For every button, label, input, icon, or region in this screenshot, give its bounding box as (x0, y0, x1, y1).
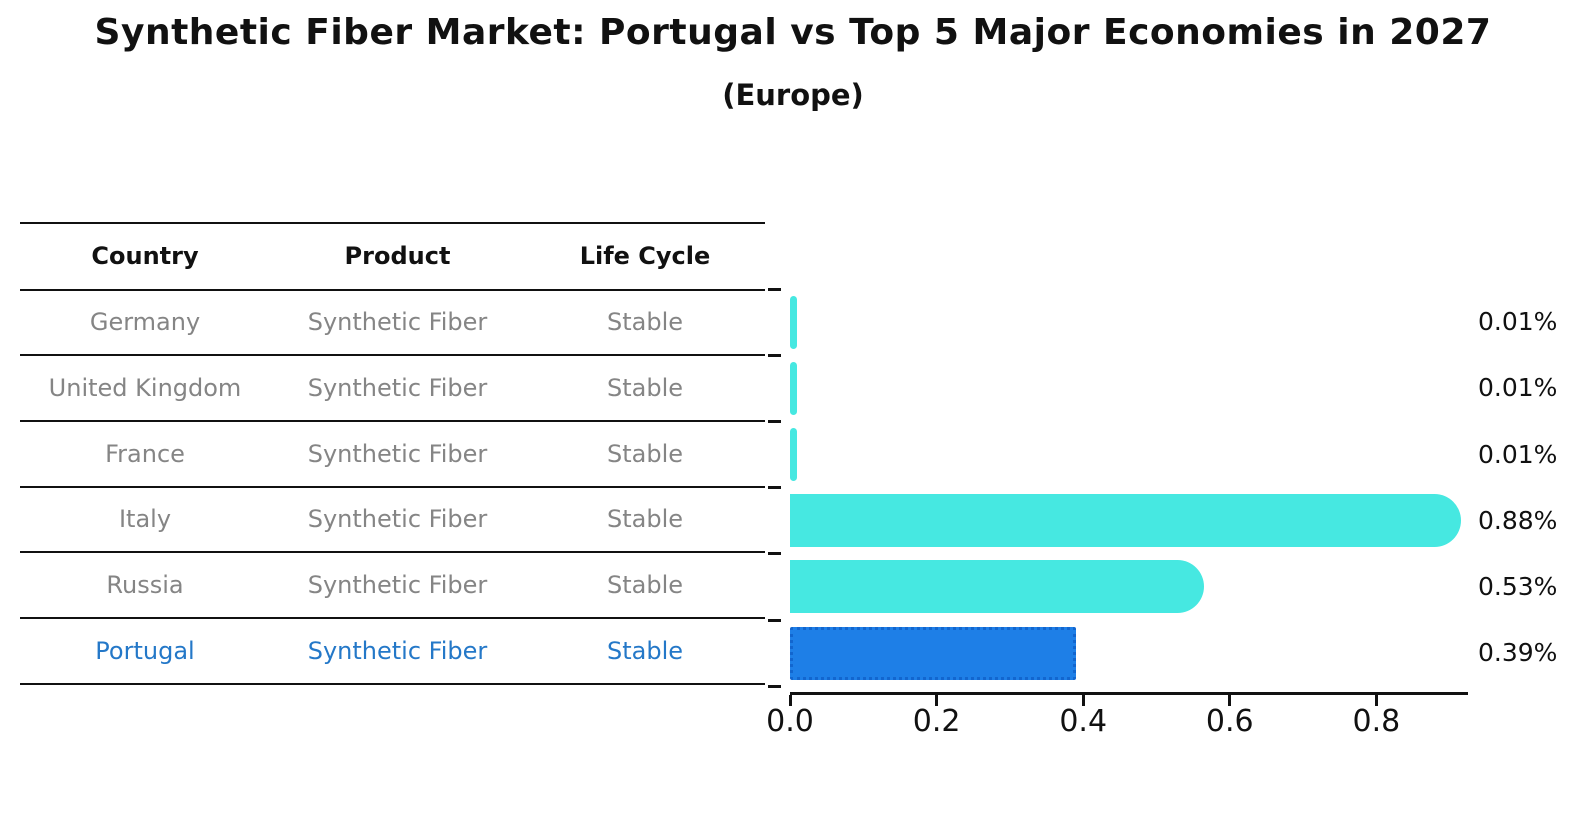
chart-subtitle: (Europe) (722, 78, 864, 112)
x-tick-label: 0.0 (766, 704, 814, 739)
table-row-italy: Italy Synthetic Fiber Stable (20, 485, 765, 552)
x-tick-label: 0.4 (1059, 704, 1108, 739)
bar-germany (790, 295, 798, 349)
y-axis-tick (768, 486, 781, 490)
bar-italy (790, 494, 1462, 548)
x-axis-tick (1081, 695, 1085, 706)
cell-life-cycle: Stable (606, 308, 684, 337)
cell-product: Synthetic Fiber (307, 308, 488, 337)
value-label-united-kingdom: 0.01% (1478, 373, 1558, 403)
bar-france (790, 428, 798, 482)
cell-country: Russia (106, 571, 184, 600)
cell-life-cycle: Stable (606, 571, 684, 600)
x-axis-tick (1228, 695, 1232, 706)
y-axis-tick (768, 684, 781, 688)
cell-product: Synthetic Fiber (307, 636, 488, 665)
cell-life-cycle: Stable (606, 505, 684, 534)
bar-portugal-highlight (790, 626, 1076, 680)
x-axis-tick (1374, 695, 1378, 706)
y-axis-tick (768, 353, 781, 357)
cell-country: United Kingdom (48, 374, 242, 403)
value-label-germany: 0.01% (1478, 307, 1558, 337)
table-row-russia: Russia Synthetic Fiber Stable (20, 551, 765, 617)
cell-product: Synthetic Fiber (307, 571, 488, 600)
table-header-row: Country Product Life Cycle (20, 222, 765, 289)
y-axis-tick (768, 552, 781, 556)
x-tick-label: 0.6 (1205, 704, 1254, 739)
y-axis-tick (768, 618, 781, 622)
cell-country: Germany (89, 308, 201, 337)
column-header-country: Country (91, 242, 199, 271)
cell-country: Portugal (95, 636, 195, 665)
chart-title: Synthetic Fiber Market: Portugal vs Top … (94, 12, 1492, 53)
y-axis-tick (768, 420, 781, 424)
cell-country: Italy (118, 505, 172, 534)
cell-product: Synthetic Fiber (307, 439, 488, 468)
cell-country: France (105, 439, 185, 468)
y-axis-tick (768, 287, 781, 291)
cell-life-cycle: Stable (606, 439, 684, 468)
x-tick-label: 0.2 (912, 704, 961, 739)
country-table: Country Product Life Cycle Germany Synth… (20, 222, 765, 685)
table-row-germany: Germany Synthetic Fiber Stable (20, 288, 765, 355)
x-axis-tick (935, 695, 939, 706)
table-row-portugal: Portugal Synthetic Fiber Stable (20, 616, 765, 685)
value-label-italy: 0.88% (1478, 505, 1558, 535)
x-tick-label: 0.8 (1352, 704, 1401, 739)
value-label-russia: 0.53% (1478, 571, 1558, 601)
column-header-product: Product (344, 242, 451, 271)
cell-product: Synthetic Fiber (307, 505, 488, 534)
value-label-portugal: 0.39% (1478, 638, 1558, 668)
bar-united-kingdom (790, 361, 798, 415)
cell-life-cycle: Stable (606, 374, 684, 403)
table-row-united-kingdom: United Kingdom Synthetic Fiber Stable (20, 354, 765, 420)
cell-life-cycle: Stable (606, 636, 684, 665)
cell-product: Synthetic Fiber (307, 374, 488, 403)
x-axis-line (790, 692, 1468, 695)
column-header-life-cycle: Life Cycle (579, 242, 711, 271)
x-axis-tick (788, 695, 792, 706)
value-label-france: 0.01% (1478, 439, 1558, 469)
bar-russia (790, 560, 1205, 614)
table-row-france: France Synthetic Fiber Stable (20, 419, 765, 486)
